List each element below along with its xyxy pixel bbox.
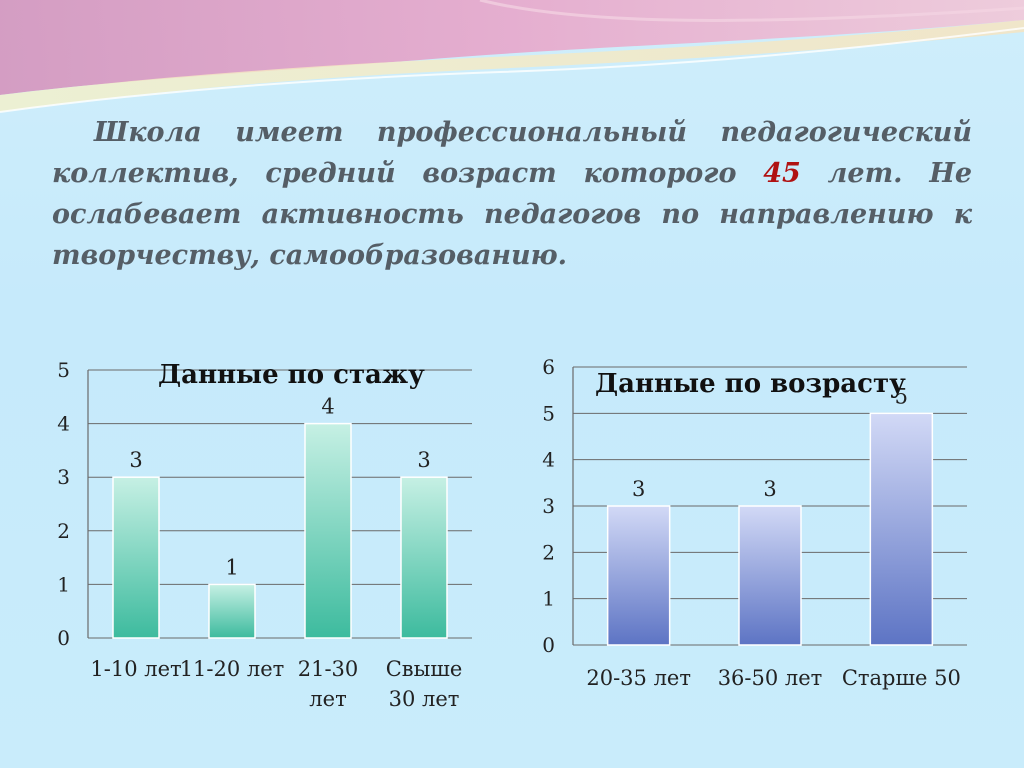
intro-line-2: коллектив, средний возраст которого 45 л… (52, 153, 972, 194)
data-label: 4 (321, 395, 334, 419)
chart-title: Данные по возрасту (595, 369, 906, 399)
data-label: 5 (895, 384, 908, 408)
y-tick-label: 4 (542, 448, 555, 472)
category-label: Свыше (386, 657, 463, 681)
bar (304, 422, 352, 639)
bar (738, 505, 802, 646)
data-label: 1 (225, 555, 238, 579)
y-tick-label: 3 (542, 494, 555, 518)
category-label: 36-50 лет (718, 666, 823, 690)
data-label: 3 (417, 448, 430, 472)
age-chart: 0 1 2 3 4 5 6 3 20-35 лет 3 36-50 лет 5 Старше 50 Дан… (542, 355, 967, 690)
category-label: 21-30 (298, 657, 359, 681)
intro-line-1: Школа имеет профессиональный педагогичес… (94, 117, 972, 148)
intro-paragraph: Школа имеет профессиональный педагогичес… (52, 112, 972, 276)
bar (112, 476, 160, 639)
y-tick-label: 6 (542, 355, 555, 379)
y-tick-label: 1 (57, 572, 70, 596)
category-label: 20-35 лет (586, 666, 691, 690)
category-label: лет (309, 687, 346, 711)
data-label: 3 (763, 477, 776, 501)
category-label: 30 лет (389, 687, 460, 711)
y-tick-label: 0 (542, 633, 555, 657)
category-label: Старше 50 (842, 666, 961, 690)
intro-line-4: творчеству, самообразованию. (52, 240, 568, 271)
bar (208, 583, 256, 639)
experience-chart: 0 1 2 3 4 5 3 1-10 лет 1 11-20 лет 4 21-30 лет 3 Свыше… (57, 358, 472, 711)
data-label: 3 (129, 448, 142, 472)
y-tick-label: 2 (57, 519, 70, 543)
y-tick-label: 5 (542, 401, 555, 425)
average-age-value: 45 (763, 158, 801, 189)
y-tick-label: 3 (57, 465, 70, 489)
y-tick-label: 4 (57, 412, 70, 436)
decorative-waves (0, 0, 1024, 113)
chart-title: Данные по стажу (158, 360, 425, 390)
data-label: 3 (632, 477, 645, 501)
y-tick-label: 1 (542, 587, 555, 611)
category-label: 1-10 лет (90, 657, 181, 681)
y-tick-label: 0 (57, 626, 70, 650)
bar (400, 476, 448, 639)
y-tick-label: 2 (542, 540, 555, 564)
intro-line-3: ослабевает активность педагогов по напра… (52, 199, 972, 230)
y-tick-label: 5 (57, 358, 70, 382)
category-label: 11-20 лет (180, 657, 285, 681)
bar (606, 505, 671, 646)
bar (869, 412, 934, 646)
intro-line-2-start: коллектив, средний возраст которого (52, 158, 737, 189)
intro-line-2-end: лет. Не (827, 158, 973, 189)
